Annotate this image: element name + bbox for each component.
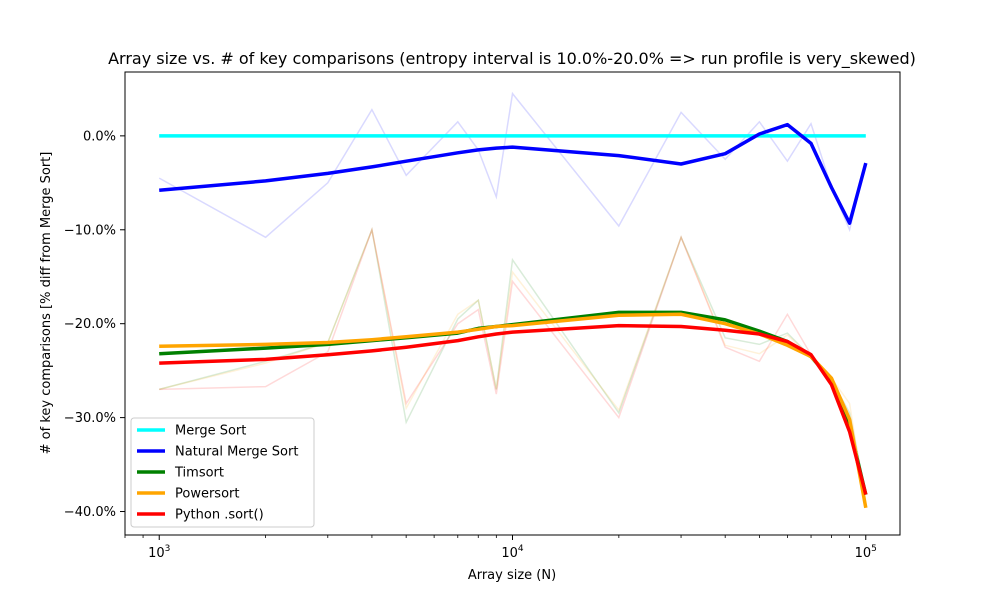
series-line-natural-merge-sort <box>159 122 868 225</box>
y-axis-label: # of key comparisons [% diff from Merge … <box>39 152 54 455</box>
x-tick-label: 105 <box>855 544 877 561</box>
x-tick-label: 104 <box>501 544 524 561</box>
y-axis: 0.0% −10.0% −20.0% −30.0% −40.0% <box>64 129 125 520</box>
legend-label-timsort: Timsort <box>174 466 224 481</box>
legend-label-python-sort: Python .sort() <box>175 508 264 523</box>
plot-area <box>158 91 868 509</box>
legend-box <box>130 417 315 528</box>
y-tick-label: −40.0% <box>64 505 116 520</box>
x-axis-label: Array size (N) <box>468 568 556 583</box>
chart-title: Array size vs. # of key comparisons (ent… <box>108 49 916 69</box>
legend-label-powersort: Powersort <box>175 487 239 502</box>
x-tick-label: 103 <box>148 544 170 561</box>
x-axis: 103 104 105 <box>124 535 877 561</box>
legend-label-merge-sort: Merge Sort <box>175 424 246 439</box>
y-tick-label: −10.0% <box>64 223 116 238</box>
y-tick-label: 0.0% <box>83 129 116 144</box>
series-line-python-sort <box>159 323 868 496</box>
y-tick-label: −30.0% <box>64 411 116 426</box>
legend: Merge Sort Natural Merge Sort Timsort Power… <box>130 417 315 528</box>
legend-label-natural-merge-sort: Natural Merge Sort <box>175 445 298 460</box>
y-tick-label: −20.0% <box>64 317 116 332</box>
